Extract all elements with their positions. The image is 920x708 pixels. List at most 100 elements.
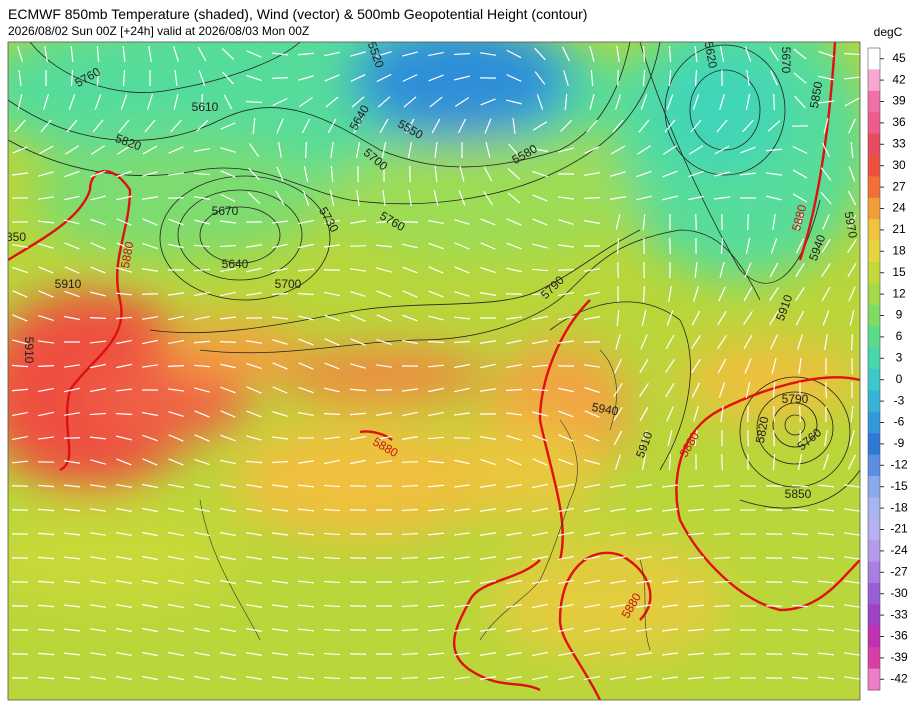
wind-arrow: [246, 362, 262, 370]
colorbar-band: [868, 283, 880, 306]
wind-arrow: [536, 94, 544, 110]
wind-arrow: [584, 316, 600, 320]
wind-arrow: [765, 581, 783, 583]
wind-arrow: [743, 286, 753, 302]
wind-arrow: [744, 358, 752, 374]
wind-arrow: [713, 508, 731, 512]
wind-arrow: [297, 52, 315, 56]
wind-arrow: [743, 334, 753, 350]
wind-arrow: [167, 292, 185, 296]
wind-arrow: [116, 580, 132, 584]
wind-arrow: [246, 435, 262, 441]
wind-arrow: [89, 556, 107, 560]
wind-arrow: [717, 358, 727, 374]
wind-arrow: [483, 166, 493, 182]
wind-arrow: [636, 145, 652, 155]
wind-arrow: [407, 142, 413, 158]
wind-arrow: [531, 388, 549, 392]
wind-arrow: [428, 219, 444, 225]
wind-arrow: [610, 145, 626, 155]
wind-arrow: [661, 652, 679, 656]
wind-arrow: [818, 75, 834, 81]
colorbar-label: 0: [896, 372, 903, 386]
wind-arrow: [297, 292, 315, 296]
wind-arrow: [38, 243, 54, 249]
wind-arrow: [427, 532, 445, 536]
wind-arrow: [454, 387, 470, 393]
wind-arrow: [817, 556, 835, 560]
wind-arrow: [662, 170, 678, 178]
wind-arrow: [770, 70, 778, 86]
wind-arrow: [11, 533, 29, 535]
wind-arrow: [90, 218, 106, 226]
wind-arrow: [64, 145, 80, 155]
wind-arrow: [690, 119, 702, 133]
wind-arrow: [584, 171, 600, 177]
wind-arrow: [747, 213, 749, 231]
wind-arrow: [246, 50, 262, 58]
wind-arrow: [89, 628, 107, 632]
wind-arrow: [168, 243, 184, 249]
colorbar-label: 24: [892, 201, 906, 215]
wind-arrow: [666, 406, 674, 422]
wind-arrow: [794, 95, 806, 109]
contour-label: 5910: [22, 337, 36, 364]
wind-arrow: [745, 238, 751, 254]
wind-arrow: [90, 170, 106, 178]
wind-arrow: [194, 458, 210, 466]
wind-arrow: [89, 484, 107, 488]
wind-arrow: [427, 604, 445, 608]
wind-arrow: [742, 119, 754, 133]
wind-arrow: [142, 651, 158, 657]
wind-arrow: [349, 533, 367, 535]
wind-arrow: [379, 118, 389, 134]
wind-arrow: [116, 242, 132, 250]
wind-arrow: [584, 483, 600, 489]
wind-arrow: [219, 244, 237, 248]
wind-arrow: [847, 238, 857, 254]
colorbar-label: 33: [892, 136, 906, 150]
wind-arrow: [557, 269, 575, 271]
wind-arrow: [349, 605, 367, 607]
wind-arrow: [666, 94, 674, 110]
wind-arrow: [687, 484, 705, 488]
wind-arrow: [564, 93, 568, 111]
colorbar-label: -27: [890, 564, 908, 578]
wind-arrow: [791, 604, 809, 608]
wind-arrow: [720, 406, 724, 422]
wind-arrow: [12, 339, 28, 345]
wind-arrow: [453, 532, 471, 536]
colorbar-band: [868, 262, 880, 284]
wind-arrow: [37, 580, 55, 584]
wind-arrow: [120, 94, 128, 110]
colorbar-label: -42: [890, 671, 908, 685]
wind-arrow: [247, 191, 261, 205]
wind-arrow: [558, 315, 574, 321]
wind-arrow: [558, 579, 574, 585]
wind-arrow: [248, 167, 260, 181]
wind-arrow: [508, 143, 520, 157]
wind-arrow: [194, 627, 210, 633]
wind-arrow: [63, 652, 81, 656]
wind-arrow: [220, 410, 236, 418]
wind-arrow: [168, 218, 184, 226]
colorbar-band: [868, 561, 880, 584]
wind-arrow: [324, 314, 340, 322]
wind-arrow: [584, 410, 600, 418]
wind-arrow: [271, 604, 289, 608]
wind-arrow: [817, 676, 835, 680]
wind-arrow: [480, 218, 496, 226]
wind-arrow: [223, 94, 233, 110]
wind-arrow: [116, 363, 132, 369]
colorbar-band: [868, 369, 880, 391]
wind-arrow: [454, 242, 470, 250]
wind-arrow: [64, 242, 80, 250]
wind-arrow: [428, 242, 444, 250]
colorbar-band: [868, 476, 880, 498]
wind-arrow: [558, 434, 574, 442]
wind-arrow: [194, 291, 210, 297]
wind-arrow: [12, 290, 28, 298]
wind-arrow: [401, 604, 419, 608]
wind-arrow: [298, 460, 314, 464]
wind-arrow: [640, 94, 648, 110]
